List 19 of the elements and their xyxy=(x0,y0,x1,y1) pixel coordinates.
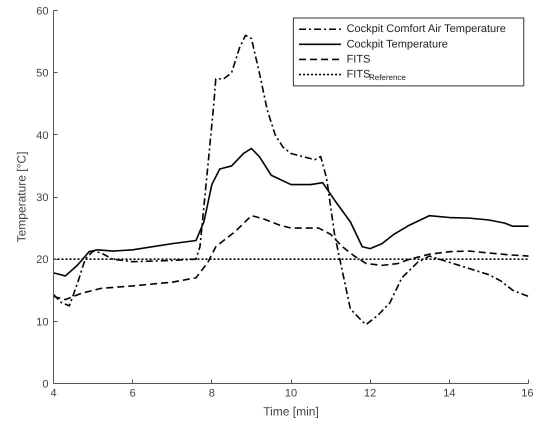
x-tick-label: 12 xyxy=(364,388,376,400)
legend-label: Cockpit Comfort Air Temperature xyxy=(346,23,506,36)
x-tick-label: 4 xyxy=(50,388,57,400)
y-tick-label: 10 xyxy=(36,316,49,328)
y-tick-label: 0 xyxy=(42,378,49,390)
y-tick-label: 50 xyxy=(36,68,49,80)
y-axis-title: Temperature [°C] xyxy=(14,152,28,242)
legend-label: FITS xyxy=(346,53,370,66)
y-tick-label: 40 xyxy=(36,130,49,142)
x-tick-label: 14 xyxy=(443,388,456,400)
x-tick-label: 8 xyxy=(208,388,215,400)
x-axis-title: Time [min] xyxy=(263,404,319,418)
y-tick-label: 30 xyxy=(36,192,49,204)
x-tick-label: 6 xyxy=(130,388,136,400)
y-tick-label: 60 xyxy=(36,6,49,18)
legend-label: Cockpit Temperature xyxy=(346,38,448,50)
x-tick-label: 16 xyxy=(521,388,533,400)
y-tick-label: 20 xyxy=(36,254,49,266)
x-tick-label: 10 xyxy=(284,388,298,400)
